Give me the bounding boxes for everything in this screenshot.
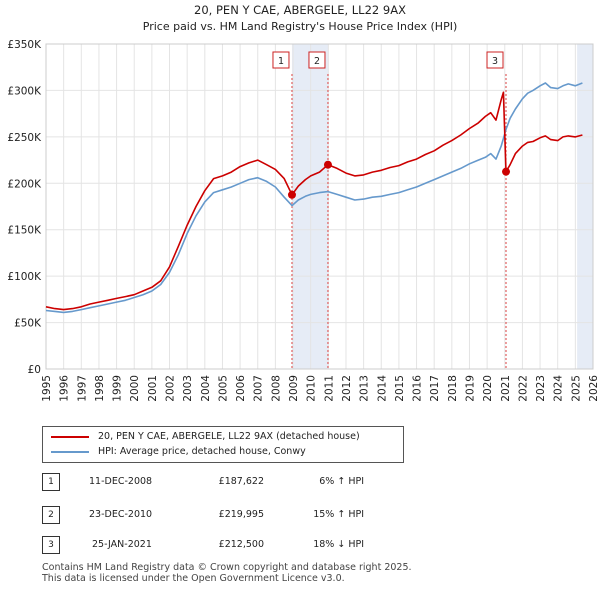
x-tick-label: 2000 bbox=[129, 375, 141, 402]
x-tick-label: 1999 bbox=[112, 375, 124, 402]
transaction-point bbox=[287, 190, 296, 199]
transaction-date: 11-DEC-2008 bbox=[89, 476, 153, 487]
transaction-flag bbox=[486, 51, 504, 69]
price-chart: 20, PEN Y CAE, ABERGELE, LL22 9AX Price … bbox=[7, 3, 600, 402]
x-tick-label: 1998 bbox=[94, 375, 106, 402]
transaction-flag-label: 1 bbox=[278, 56, 284, 67]
x-tick-label: 2022 bbox=[517, 375, 529, 402]
legend: 20, PEN Y CAE, ABERGELE, LL22 9AX (detac… bbox=[42, 426, 404, 463]
shaded-ranges bbox=[291, 44, 593, 369]
x-tick-label: 2010 bbox=[306, 375, 318, 402]
gridlines bbox=[45, 43, 594, 370]
transaction-badge: 3 bbox=[42, 536, 60, 554]
x-tick-label: 2001 bbox=[147, 375, 159, 402]
transaction-badge: 2 bbox=[42, 506, 60, 524]
x-axis: 1995 1996 1997 1998 1999 2000 2001 2002 2003 2004… bbox=[41, 375, 600, 402]
transaction-lines bbox=[291, 74, 507, 369]
transaction-flag-label: 2 bbox=[314, 56, 320, 67]
y-tick-label: £250K bbox=[7, 132, 42, 144]
shaded-range bbox=[291, 44, 328, 369]
series-lines bbox=[45, 82, 583, 314]
transaction-price: £187,622 bbox=[218, 476, 264, 487]
transaction-flag-label: 3 bbox=[492, 56, 498, 67]
footer-copyright: Contains HM Land Registry data © Crown c… bbox=[42, 562, 412, 573]
hpi-line bbox=[45, 82, 583, 314]
transaction-price: £212,500 bbox=[218, 539, 264, 550]
x-tick-label: 2016 bbox=[412, 375, 424, 402]
transaction-hpi-change: 18% ↓ HPI bbox=[313, 539, 364, 550]
y-tick-label: £0 bbox=[28, 364, 41, 376]
legend-hpi-label: HPI: Average price, detached house, Conw… bbox=[98, 446, 306, 457]
legend-property-label: 20, PEN Y CAE, ABERGELE, LL22 9AX (detac… bbox=[98, 431, 360, 442]
x-tick-label: 2024 bbox=[553, 375, 565, 402]
shaded-range bbox=[577, 44, 593, 369]
transaction-badge: 1 bbox=[42, 473, 60, 491]
x-tick-label: 2015 bbox=[394, 375, 406, 402]
x-tick-label: 2026 bbox=[588, 375, 600, 402]
transaction-markers: 1 2 3 bbox=[272, 51, 511, 199]
y-tick-label: £50K bbox=[14, 318, 42, 330]
y-tick-label: £300K bbox=[7, 85, 42, 97]
transaction-date: 23-DEC-2010 bbox=[89, 509, 153, 520]
transaction-hpi-change: 6% ↑ HPI bbox=[319, 476, 364, 487]
x-tick-label: 2004 bbox=[200, 375, 212, 402]
x-tick-label: 2008 bbox=[270, 375, 282, 402]
x-tick-label: 2007 bbox=[253, 375, 265, 402]
property-line-swatch bbox=[51, 436, 89, 438]
footer: Contains HM Land Registry data © Crown c… bbox=[42, 562, 412, 584]
x-tick-label: 2012 bbox=[341, 375, 353, 402]
footer-licence: This data is licensed under the Open Gov… bbox=[42, 573, 345, 584]
x-tick-label: 2011 bbox=[323, 375, 335, 402]
y-axis: £0 £50K £100K £150K £200K £250K £300K £350K bbox=[7, 39, 42, 376]
x-tick-label: 2021 bbox=[500, 375, 512, 402]
x-tick-label: 2009 bbox=[288, 375, 300, 402]
x-tick-label: 2020 bbox=[482, 375, 494, 402]
x-tick-label: 2018 bbox=[447, 375, 459, 402]
transaction-hpi-change: 15% ↑ HPI bbox=[313, 509, 364, 520]
x-tick-label: 2019 bbox=[464, 375, 476, 402]
transaction-point bbox=[323, 160, 332, 169]
chart-subtitle: Price paid vs. HM Land Registry's House … bbox=[143, 20, 458, 33]
x-tick-label: 2013 bbox=[359, 375, 371, 402]
transaction-date: 25-JAN-2021 bbox=[92, 539, 152, 550]
x-tick-label: 2005 bbox=[217, 375, 229, 402]
x-tick-label: 2023 bbox=[535, 375, 547, 402]
x-tick-label: 2006 bbox=[235, 375, 247, 402]
plot-border bbox=[45, 43, 594, 370]
x-tick-label: 2003 bbox=[182, 375, 194, 402]
chart-title: 20, PEN Y CAE, ABERGELE, LL22 9AX bbox=[194, 3, 406, 17]
transaction-flag bbox=[308, 51, 326, 69]
x-tick-label: 2002 bbox=[165, 375, 177, 402]
transaction-price: £219,995 bbox=[218, 509, 264, 520]
transaction-point bbox=[502, 167, 511, 176]
y-tick-label: £200K bbox=[7, 178, 42, 190]
x-tick-label: 2025 bbox=[570, 375, 582, 402]
x-tick-label: 1996 bbox=[59, 375, 71, 402]
property-price-line bbox=[45, 91, 583, 311]
x-tick-label: 1995 bbox=[41, 375, 53, 402]
y-tick-label: £100K bbox=[7, 271, 42, 283]
x-tick-label: 2014 bbox=[376, 375, 388, 402]
y-tick-label: £150K bbox=[7, 225, 42, 237]
y-tick-label: £350K bbox=[7, 39, 42, 51]
x-tick-label: 2017 bbox=[429, 375, 441, 402]
x-tick-label: 1997 bbox=[76, 375, 88, 402]
transaction-flag bbox=[272, 51, 290, 69]
hpi-line-swatch bbox=[51, 451, 89, 453]
